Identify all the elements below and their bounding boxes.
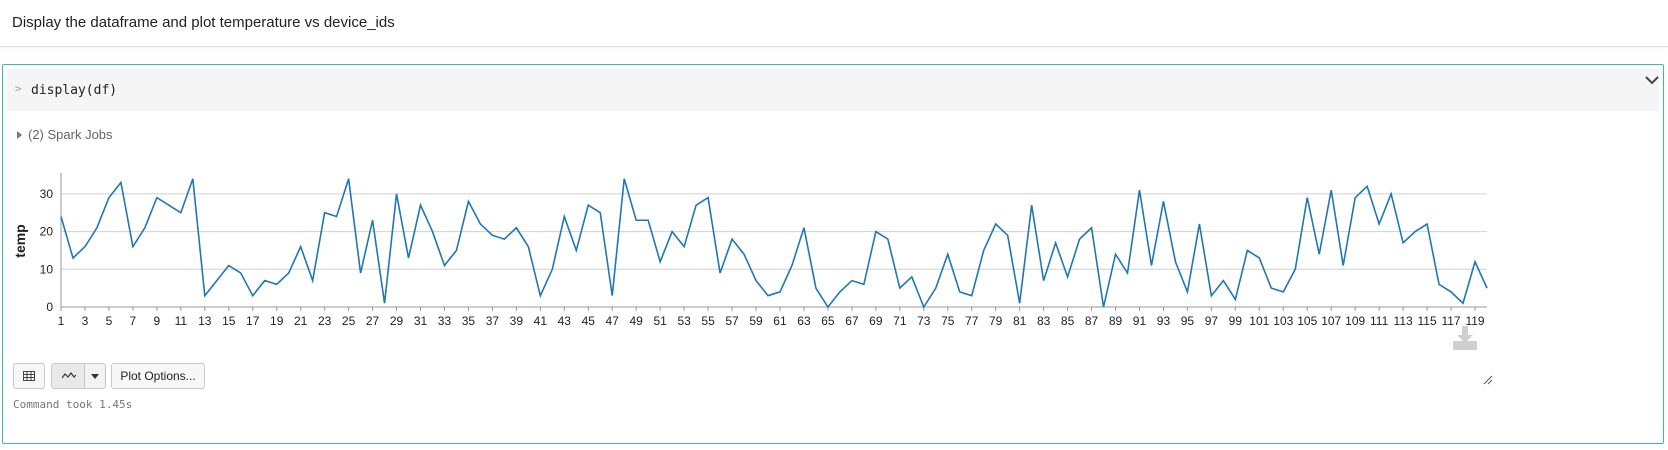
x-tick-label: 15 [222, 314, 236, 327]
x-tick-label: 87 [1085, 314, 1099, 327]
x-tick-label: 53 [677, 314, 691, 327]
x-tick-label: 93 [1157, 314, 1171, 327]
x-tick-label: 33 [438, 314, 452, 327]
x-tick-label: 39 [510, 314, 524, 327]
code-editor[interactable]: > display(df) [7, 69, 1659, 111]
expand-triangle-icon [17, 130, 22, 139]
x-tick-label: 101 [1249, 314, 1269, 327]
x-tick-label: 17 [246, 314, 260, 327]
x-tick-label: 75 [941, 314, 955, 327]
y-tick-label: 0 [46, 300, 53, 314]
x-tick-label: 113 [1394, 314, 1413, 327]
x-tick-label: 7 [130, 314, 137, 327]
x-tick-label: 45 [582, 314, 596, 327]
x-tick-label: 31 [414, 314, 428, 327]
x-tick-label: 111 [1370, 314, 1389, 327]
x-tick-label: 5 [106, 314, 113, 327]
x-tick-label: 65 [821, 314, 835, 327]
prompt-chevron-icon: > [15, 82, 22, 95]
x-tick-label: 19 [270, 314, 284, 327]
x-tick-label: 91 [1133, 314, 1147, 327]
x-tick-label: 81 [1013, 314, 1027, 327]
series-line [60, 178, 1488, 309]
x-tick-label: 73 [917, 314, 931, 327]
x-tick-label: 11 [175, 314, 188, 327]
x-tick-label: 71 [893, 314, 907, 327]
x-tick-label: 67 [845, 314, 859, 327]
x-tick-label: 1 [58, 314, 65, 327]
caret-down-icon [91, 373, 99, 379]
x-tick-label: 57 [725, 314, 739, 327]
x-tick-label: 99 [1229, 314, 1243, 327]
x-tick-label: 25 [342, 314, 356, 327]
x-tick-label: 105 [1297, 314, 1317, 327]
y-tick-label: 20 [40, 225, 54, 239]
x-tick-label: 23 [318, 314, 332, 327]
x-tick-label: 21 [294, 314, 308, 327]
x-tick-label: 69 [869, 314, 883, 327]
x-tick-label: 13 [198, 314, 212, 327]
x-tick-label: 63 [797, 314, 811, 327]
x-tick-label: 29 [390, 314, 404, 327]
x-tick-label: 103 [1273, 314, 1293, 327]
command-status: Command took 1.45s [13, 398, 133, 411]
x-tick-label: 119 [1465, 314, 1484, 327]
x-tick-label: 43 [558, 314, 572, 327]
x-tick-label: 51 [653, 314, 667, 327]
x-tick-label: 61 [773, 314, 787, 327]
resize-handle-icon[interactable] [1483, 375, 1493, 385]
x-tick-label: 35 [462, 314, 476, 327]
plot-type-dropdown[interactable] [84, 363, 106, 389]
x-tick-label: 97 [1205, 314, 1219, 327]
code-cell[interactable]: > display(df) (2) Spark Jobs 0 10 20 30 temp… [2, 64, 1664, 444]
x-tick-label: 79 [989, 314, 1003, 327]
x-tick-label: 95 [1181, 314, 1195, 327]
x-tick-label: 3 [82, 314, 89, 327]
y-tick-label: 30 [40, 187, 54, 201]
download-icon[interactable] [1451, 325, 1479, 351]
x-tick-label: 59 [749, 314, 763, 327]
x-tick-label: 77 [965, 314, 979, 327]
x-tick-label: 83 [1037, 314, 1051, 327]
x-tick-label: 115 [1418, 314, 1437, 327]
x-tick-label: 9 [154, 314, 161, 327]
markdown-cell[interactable]: Display the dataframe and plot temperatu… [0, 0, 1668, 47]
x-tick-label: 27 [366, 314, 380, 327]
line-chart-icon [61, 372, 76, 379]
x-tick-label: 107 [1321, 314, 1341, 327]
spark-jobs-label: (2) Spark Jobs [28, 127, 113, 142]
x-tick-label: 47 [606, 314, 620, 327]
chevron-down-icon[interactable] [1643, 71, 1661, 89]
markdown-text: Display the dataframe and plot temperatu… [12, 14, 395, 31]
x-tick-label: 109 [1345, 314, 1365, 327]
x-tick-label: 85 [1061, 314, 1075, 327]
table-icon [23, 371, 35, 381]
x-tick-label: 117 [1441, 314, 1460, 327]
x-tick-label: 55 [701, 314, 715, 327]
code-text: display(df) [31, 83, 118, 98]
plot-view-button[interactable] [51, 363, 85, 389]
x-tick-label: 41 [534, 314, 548, 327]
y-tick-label: 10 [40, 262, 54, 276]
plot-options-button[interactable]: Plot Options... [111, 363, 205, 389]
y-axis-label: temp [12, 224, 28, 257]
table-view-button[interactable] [13, 363, 45, 389]
spark-jobs-toggle[interactable]: (2) Spark Jobs [17, 127, 113, 142]
x-tick-label: 49 [630, 314, 644, 327]
x-tick-label: 89 [1109, 314, 1123, 327]
x-tick-label: 37 [486, 314, 500, 327]
